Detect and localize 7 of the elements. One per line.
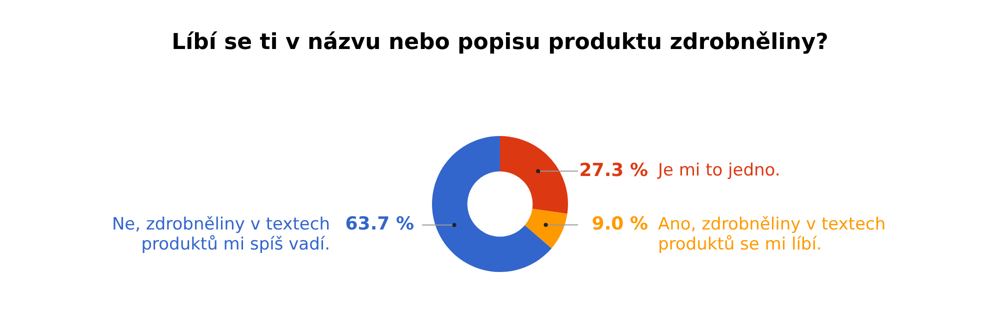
chart-title: Líbí se ti v názvu nebo popisu produktu zdrobněliny? <box>170 30 830 55</box>
data-label: 27.3 % <box>579 160 648 181</box>
data-label: 9.0 % <box>592 214 648 235</box>
data-label: 63.7 % <box>345 214 414 235</box>
slice-label: Je mi to jedno. <box>657 160 780 180</box>
slice-label: Ano, zdrobněliny v textech produktů se mi líbí. <box>658 214 886 254</box>
slice-label: Ne, zdrobněliny v textech produktů mi spíš vadí. <box>112 214 330 254</box>
